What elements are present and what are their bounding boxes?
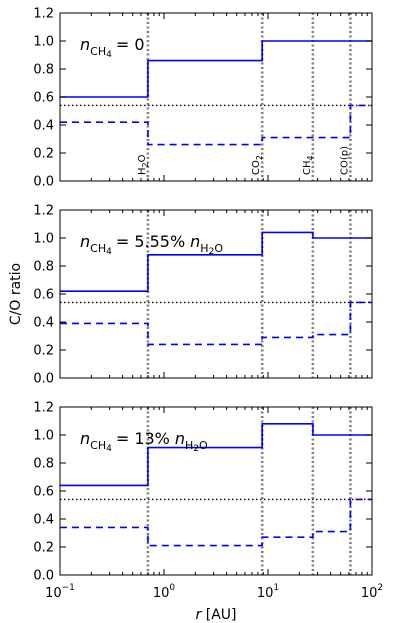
y-tick-label: 0.2 [33,344,54,359]
panel-annotation: nCH4= 13% nH2O [80,429,208,454]
y-tick-label: 0.8 [33,63,54,78]
x-tick-label: 10−1 [45,583,75,601]
snowline-label: CO(p) [339,146,350,175]
gas-series-line [60,423,372,487]
y-tick-label: 1.2 [33,401,54,416]
y-axis-label: C/O ratio [8,263,24,325]
panel-frame [59,406,373,576]
snowline-label: CO2 [251,155,264,175]
snowline-label: H2O [137,154,150,175]
y-tick-label: 0.6 [33,288,54,303]
y-tick-label: 0.4 [33,119,54,134]
y-tick-label: 0.0 [33,569,54,584]
panel-3: 0.0 0.2 0.4 0.6 0.8 1.0 1.2 nCH4= 13% nH2O [33,401,373,584]
y-tick-label: 0.4 [33,316,54,331]
y-tick-label: 1.2 [33,204,54,219]
y-tick-label: 0.0 [33,372,54,387]
y-tick-label: 1.0 [33,35,54,50]
panel-annotation: nCH4= 0 [80,35,145,60]
panel-frame [59,209,373,379]
snowline-label: CH4 [302,155,315,175]
y-tick-label: 0.8 [33,457,54,472]
y-tick-label: 0.4 [33,513,54,528]
x-tick-label: 100 [153,583,176,601]
x-tick-label: 102 [361,583,383,601]
gas-series-line [60,231,372,292]
solid-series-line [60,498,372,547]
solid-series-line [60,301,372,346]
solid-series-line [60,104,372,146]
gas-series-line [60,40,372,98]
y-tick-label: 0.8 [33,260,54,275]
y-tick-label: 0.6 [33,91,54,106]
y-tick-label: 1.0 [33,232,54,247]
y-tick-label: 0.6 [33,485,54,500]
panel-1: 0.0 0.2 0.4 0.6 0.8 1.0 1.2 H2O CO2 CH4 CO(p) nCH4=… [33,7,373,190]
y-tick-label: 1.0 [33,429,54,444]
x-axis-label: r [AU] [196,607,237,623]
panel-annotation: nCH4= 5.55% nH2O [80,232,223,257]
panel-2: 0.0 0.2 0.4 0.6 0.8 1.0 1.2 nCH4= 5.55% nH2O [33,204,373,387]
y-tick-label: 0.2 [33,541,54,556]
y-tick-label: 0.0 [33,175,54,190]
y-tick-label: 1.2 [33,7,54,22]
y-tick-label: 0.2 [33,147,54,162]
x-tick-label: 101 [257,583,279,601]
